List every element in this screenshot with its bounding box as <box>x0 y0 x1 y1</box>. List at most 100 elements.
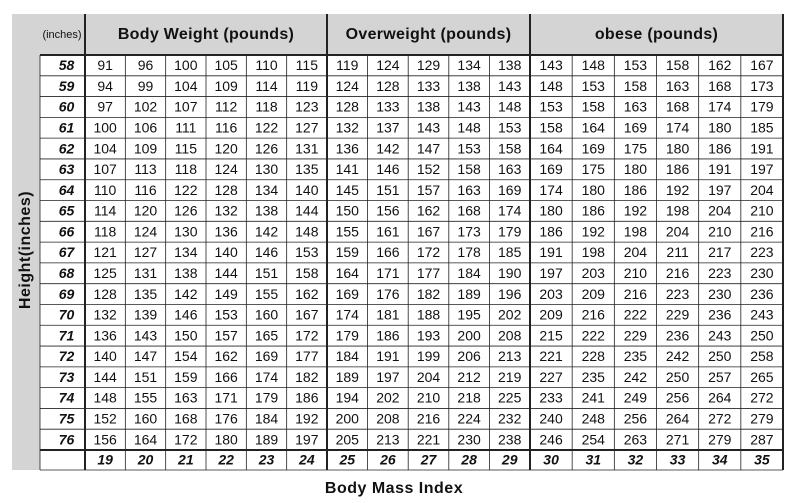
weight-cell: 224 <box>457 411 481 427</box>
weight-cell: 189 <box>255 431 279 447</box>
weight-cell: 191 <box>376 348 400 364</box>
weight-cell: 168 <box>666 99 690 115</box>
weight-cell: 153 <box>624 57 648 73</box>
weight-cell: 104 <box>93 140 117 156</box>
group-header: Overweight (pounds) <box>346 26 512 43</box>
group-header: obese (pounds) <box>595 26 718 43</box>
weight-cell: 119 <box>336 57 359 73</box>
height-cell: 68 <box>59 265 75 281</box>
height-cell: 71 <box>59 327 75 343</box>
weight-cell: 179 <box>336 327 360 343</box>
weight-cell: 155 <box>255 286 279 302</box>
weight-cell: 192 <box>666 182 690 198</box>
group-header: Body Weight (pounds) <box>118 26 294 43</box>
weight-cell: 143 <box>134 327 158 343</box>
weight-cell: 174 <box>255 369 279 385</box>
weight-cell: 180 <box>539 203 563 219</box>
weight-cell: 135 <box>295 161 319 177</box>
weight-cell: 225 <box>498 390 522 406</box>
weight-cell: 136 <box>336 140 360 156</box>
weight-cell: 172 <box>417 244 441 260</box>
weight-cell: 174 <box>666 119 690 135</box>
weight-cell: 140 <box>295 182 319 198</box>
weight-cell: 208 <box>376 411 400 427</box>
weight-cell: 144 <box>295 203 319 219</box>
weight-cell: 146 <box>376 161 400 177</box>
weight-cell: 142 <box>255 223 279 239</box>
weight-cell: 138 <box>457 78 481 94</box>
weight-cell: 151 <box>255 265 279 281</box>
weight-cell: 236 <box>666 327 690 343</box>
weight-cell: 148 <box>457 119 481 135</box>
bmi-cell: 27 <box>420 452 438 468</box>
weight-cell: 161 <box>376 223 400 239</box>
weight-cell: 186 <box>539 223 563 239</box>
weight-cell: 128 <box>376 78 400 94</box>
weight-cell: 249 <box>624 390 648 406</box>
weight-cell: 150 <box>174 327 198 343</box>
weight-cell: 209 <box>539 307 563 323</box>
weight-cell: 128 <box>214 182 238 198</box>
weight-cell: 163 <box>457 182 481 198</box>
weight-cell: 219 <box>498 369 522 385</box>
weight-cell: 174 <box>708 99 732 115</box>
bmi-cell: 22 <box>217 452 234 468</box>
weight-cell: 272 <box>750 390 774 406</box>
weight-cell: 250 <box>750 327 774 343</box>
weight-cell: 264 <box>666 411 690 427</box>
weight-cell: 96 <box>138 57 154 73</box>
weight-cell: 107 <box>93 161 117 177</box>
height-cell: 75 <box>59 411 75 427</box>
weight-cell: 197 <box>539 265 563 281</box>
weight-cell: 120 <box>134 203 158 219</box>
weight-cell: 279 <box>708 431 732 447</box>
weight-cell: 229 <box>624 327 648 343</box>
weight-cell: 134 <box>174 244 198 260</box>
weight-cell: 200 <box>457 327 481 343</box>
weight-cell: 118 <box>175 161 198 177</box>
weight-cell: 168 <box>457 203 481 219</box>
weight-cell: 208 <box>498 327 522 343</box>
weight-cell: 159 <box>336 244 360 260</box>
weight-cell: 186 <box>295 390 319 406</box>
height-cell: 64 <box>59 182 75 198</box>
weight-cell: 100 <box>93 119 117 135</box>
weight-cell: 198 <box>666 203 690 219</box>
weight-cell: 218 <box>457 390 481 406</box>
weight-cell: 188 <box>417 307 441 323</box>
weight-cell: 191 <box>750 140 774 156</box>
weight-cell: 158 <box>624 78 648 94</box>
weight-cell: 130 <box>255 161 279 177</box>
weight-cell: 228 <box>582 348 606 364</box>
weight-cell: 156 <box>376 203 400 219</box>
weight-cell: 197 <box>708 182 732 198</box>
weight-cell: 153 <box>214 307 238 323</box>
weight-cell: 136 <box>214 223 238 239</box>
weight-cell: 140 <box>93 348 117 364</box>
weight-cell: 192 <box>582 223 606 239</box>
weight-cell: 173 <box>750 78 774 94</box>
weight-cell: 221 <box>539 348 563 364</box>
weight-cell: 118 <box>94 223 117 239</box>
x-axis-label: Body Mass Index <box>325 480 463 497</box>
weight-cell: 151 <box>376 182 400 198</box>
weight-cell: 178 <box>457 244 481 260</box>
weight-cell: 229 <box>666 307 690 323</box>
weight-cell: 223 <box>666 286 690 302</box>
weight-cell: 114 <box>255 78 278 94</box>
bmi-cell: 23 <box>258 452 275 468</box>
weight-cell: 97 <box>97 99 113 115</box>
weight-cell: 264 <box>708 390 732 406</box>
weight-cell: 154 <box>174 348 198 364</box>
weight-cell: 242 <box>624 369 648 385</box>
weight-cell: 127 <box>134 244 158 260</box>
bmi-cell: 21 <box>177 452 194 468</box>
bmi-cell: 33 <box>670 452 686 468</box>
weight-cell: 147 <box>134 348 158 364</box>
weight-cell: 118 <box>255 99 278 115</box>
weight-cell: 175 <box>582 161 606 177</box>
weight-cell: 258 <box>750 348 774 364</box>
weight-cell: 158 <box>295 265 319 281</box>
weight-cell: 182 <box>417 286 441 302</box>
bmi-cell: 25 <box>339 452 356 468</box>
